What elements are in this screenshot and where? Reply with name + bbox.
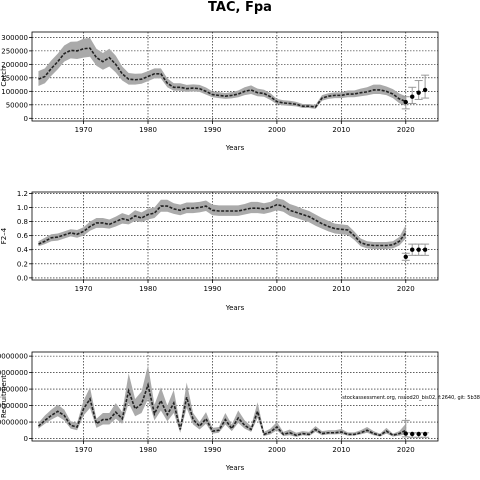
plot-frame [31, 191, 439, 281]
forecast-point [416, 90, 421, 95]
chart-panel-2: 1970 1980 1990 2000 2010 2020 0.0 0.2 0.4 0.6 0.8 1… [0, 190, 439, 312]
y-tick-label: 0.8 [17, 218, 28, 226]
y-axis-label: F2–4 [0, 227, 8, 244]
y-tick-label: 400000000 [0, 402, 28, 410]
x-tick-label: 1970 [75, 126, 93, 134]
plot-frame [31, 351, 439, 442]
y-tick-label: 300000 [1, 34, 28, 42]
forecast-point [403, 431, 408, 436]
x-tick-label: 2010 [332, 126, 350, 134]
x-tick-label: 2000 [268, 446, 286, 454]
y-tick-label: 1.0 [17, 204, 28, 212]
confidence-band [38, 365, 406, 437]
forecast-point [410, 431, 415, 437]
x-tick-label: 1990 [204, 126, 222, 134]
confidence-band [38, 37, 406, 109]
y-tick-label: 50000 [6, 101, 28, 109]
x-tick-label: 1970 [75, 446, 93, 454]
forecast-point [403, 99, 408, 105]
x-tick-label: 2020 [397, 285, 415, 293]
forecast-point [416, 431, 421, 437]
plot-frame [31, 31, 439, 122]
y-tick-label: 0.4 [17, 246, 29, 254]
x-tick-label: 1980 [139, 126, 157, 134]
x-tick-label: 2000 [268, 126, 286, 134]
x-tick-label: 2020 [397, 446, 415, 454]
y-axis-label: Recruitment [0, 375, 8, 418]
x-tick-label: 1980 [139, 446, 157, 454]
x-tick-label: 1990 [204, 446, 222, 454]
y-tick-label: 200000 [1, 61, 28, 69]
y-tick-label: 150000 [1, 74, 28, 82]
y-tick-label: 100000 [1, 88, 28, 96]
forecast-point [410, 247, 415, 252]
y-tick-label: 0.2 [17, 260, 28, 268]
forecast-point [422, 247, 428, 252]
series-line [38, 203, 407, 247]
forecast-point [410, 94, 415, 99]
x-tick-label: 1970 [75, 285, 93, 293]
x-tick-label: 2000 [268, 285, 286, 293]
forecast-point [416, 247, 421, 252]
y-tick-label: 0 [24, 435, 28, 443]
x-axis-label: Years [225, 304, 245, 312]
y-tick-label: 800000000 [0, 369, 28, 377]
y-tick-label: 600000000 [0, 386, 28, 394]
forecast-point [403, 254, 408, 259]
y-tick-label: 250000 [1, 47, 28, 55]
x-tick-label: 2010 [332, 446, 350, 454]
x-tick-label: 1990 [204, 285, 222, 293]
chart-panel-1: 1970 1980 1990 2000 2010 2020 0 50000 100000 1500… [0, 31, 439, 152]
x-tick-label: 2020 [397, 126, 415, 134]
y-tick-label: 1000000000 [0, 353, 28, 361]
forecast-point [422, 87, 428, 93]
source-annotation: stockassessment.org, nscod20_bis02, f:26… [342, 395, 480, 401]
y-axis-label: Catch [0, 66, 8, 86]
x-axis-label: Years [225, 464, 245, 472]
series-line [37, 382, 407, 437]
y-tick-label: 0.6 [17, 232, 29, 240]
chart-title: TAC, Fpa [208, 0, 272, 15]
y-tick-label: 0.0 [17, 274, 28, 282]
x-axis-label: Years [225, 144, 245, 152]
y-tick-label: 0 [24, 115, 28, 123]
forecast-point [422, 431, 428, 437]
x-tick-label: 1980 [139, 285, 157, 293]
y-tick-label: 1.2 [17, 190, 28, 198]
x-tick-label: 2010 [332, 285, 350, 293]
series-line [38, 47, 407, 108]
